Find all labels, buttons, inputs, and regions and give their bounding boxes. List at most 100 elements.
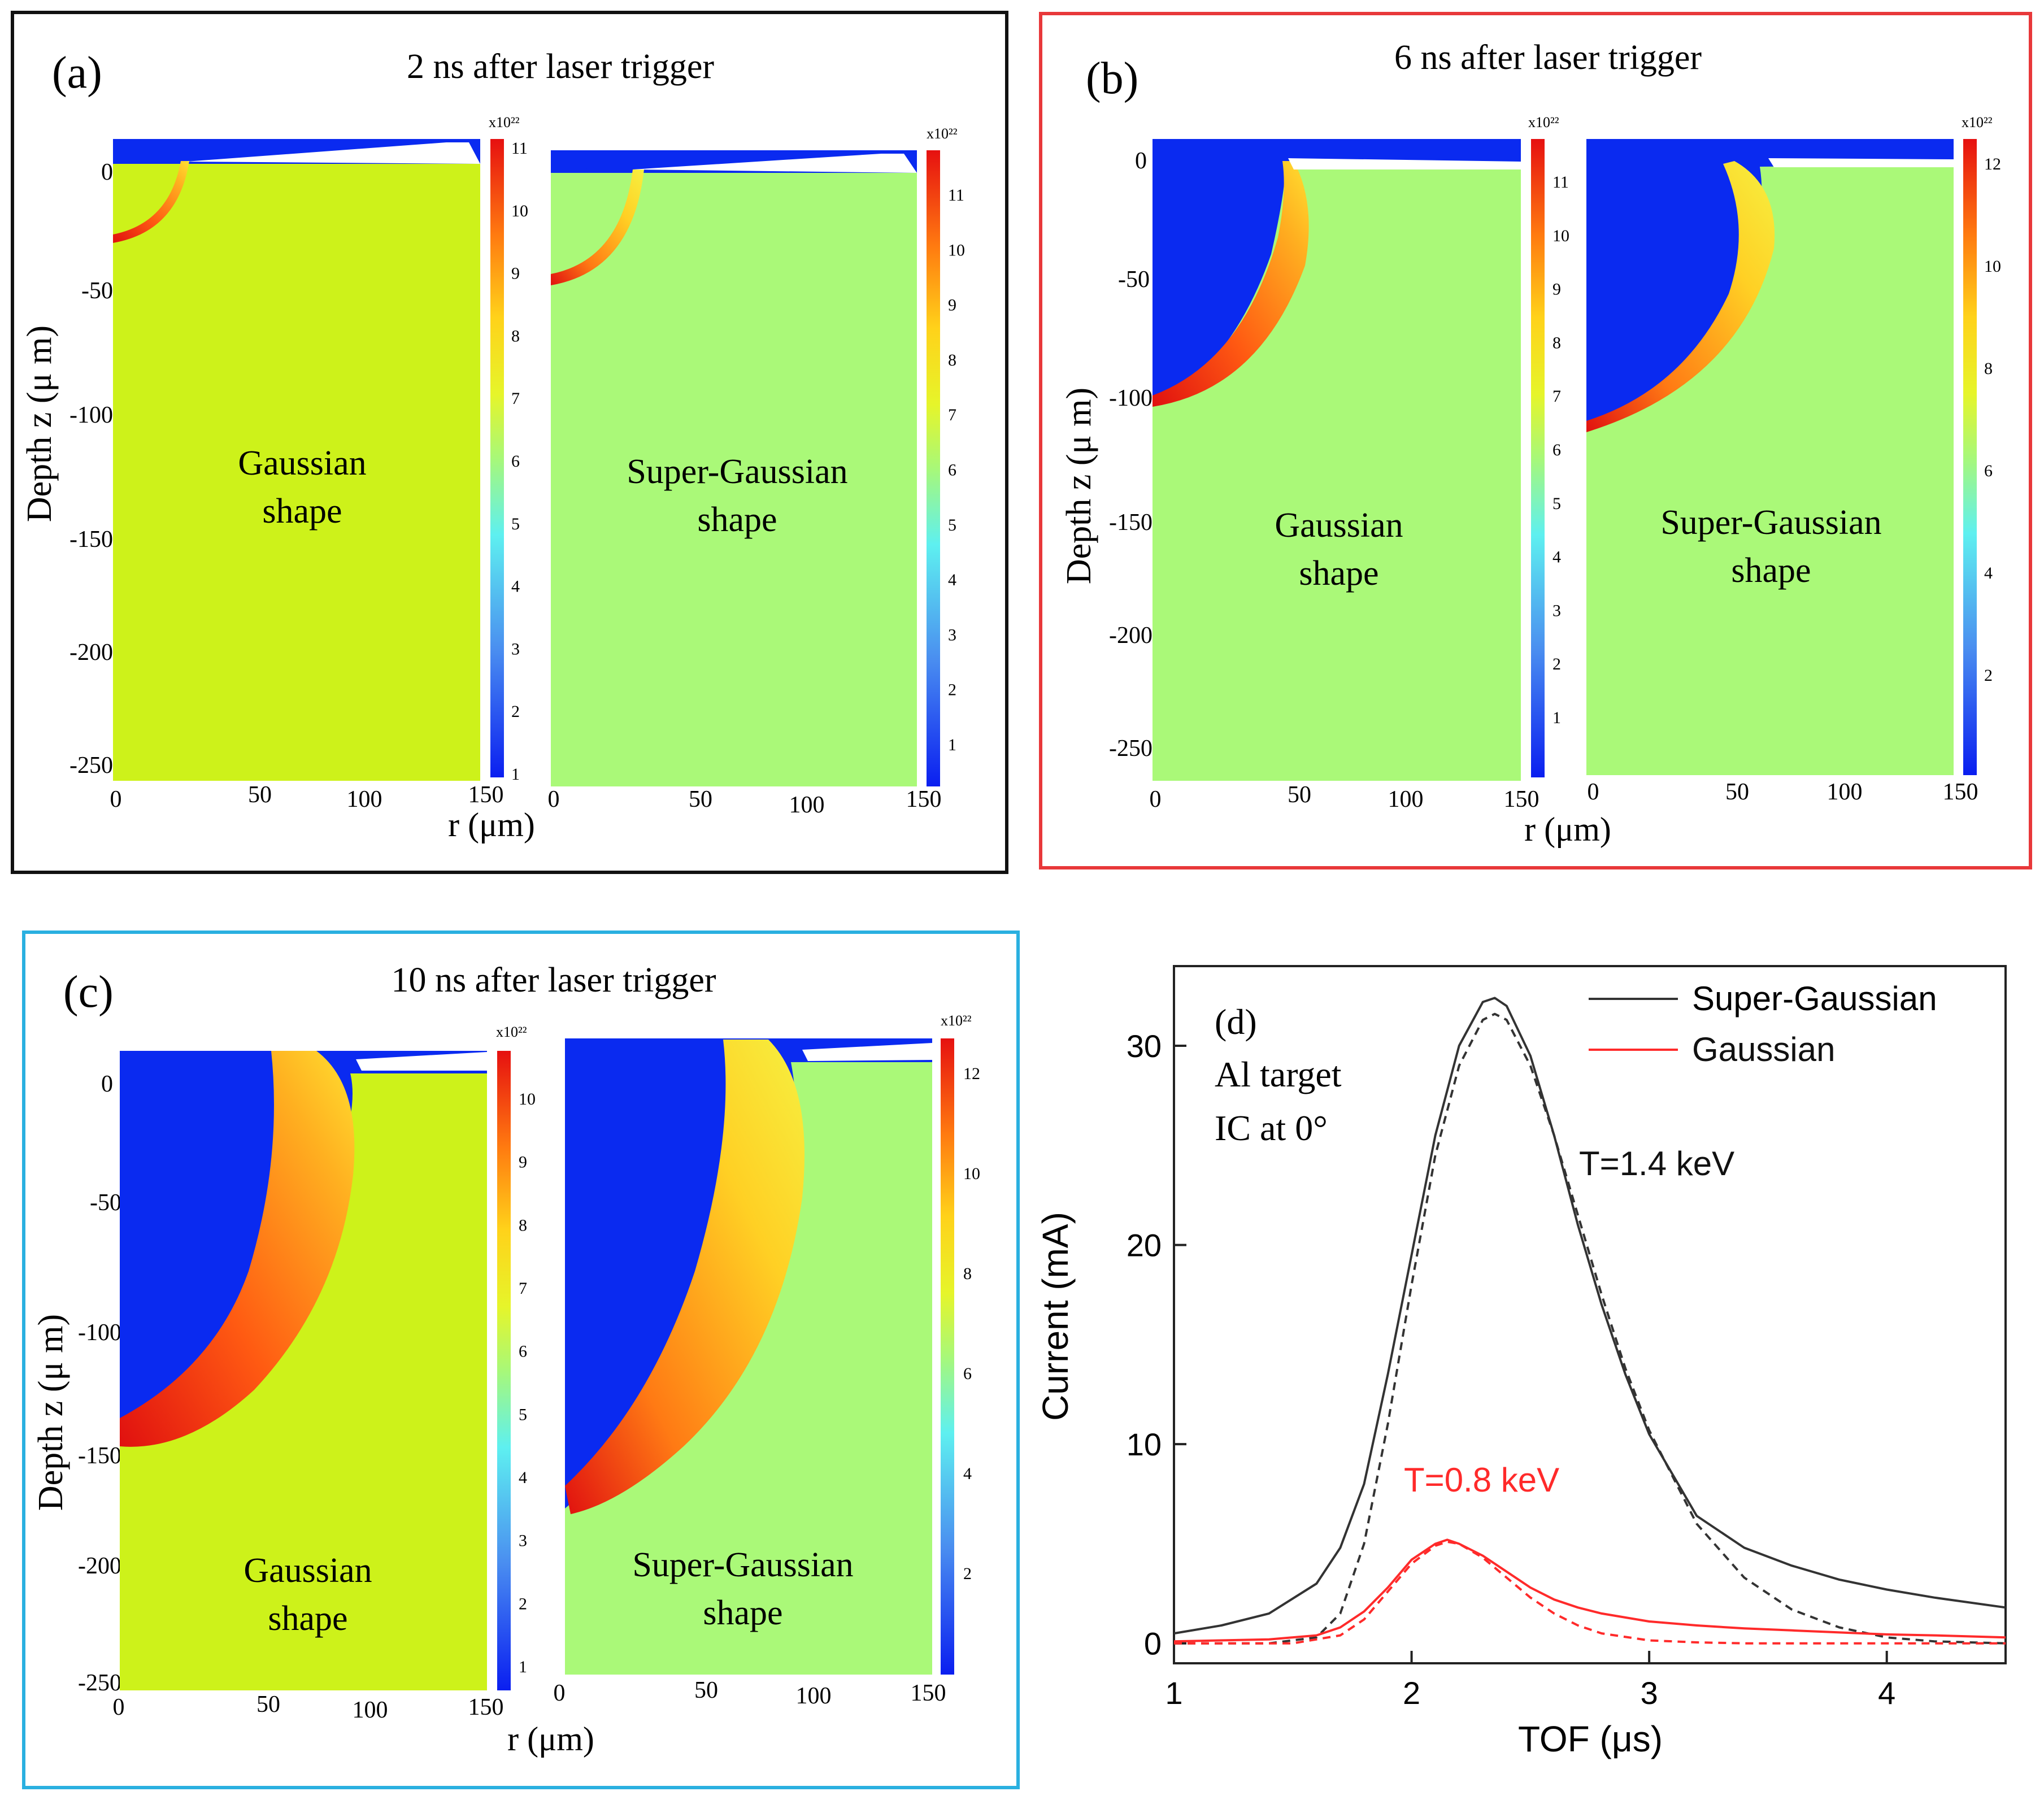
colorbar-tick-label: 8	[1552, 333, 1561, 352]
y-axis-label: Current (mA)	[1035, 1212, 1076, 1421]
y-tick: -100	[1109, 385, 1153, 411]
colorbar-tick-label: 5	[948, 516, 956, 534]
colorbar-tick-label: 4	[519, 1468, 527, 1487]
colorbar-ticks: 10 9 8 7 6 5 4 3 2 1	[519, 1090, 536, 1676]
panel-c-label: (c)	[63, 967, 114, 1017]
colorbar-tick-label: 6	[1984, 462, 1993, 480]
x-tick: 150	[1943, 779, 1978, 805]
super-gaussian-target-region	[551, 173, 917, 786]
axis-ticks: 1 2 3 4 0 10 20 30	[1127, 1028, 1896, 1711]
colorbar-tick-label: 7	[511, 389, 520, 408]
annotation: IC at 0°	[1215, 1108, 1328, 1148]
x-tick: 50	[1725, 779, 1749, 805]
panel-a-label: (a)	[52, 48, 102, 98]
gaussian-target-region	[113, 164, 480, 781]
colorbar-tick-label: 7	[1552, 387, 1561, 406]
target-surface-gap	[356, 1052, 487, 1071]
colorbar-tick-label: 8	[511, 327, 520, 345]
colorbar-tick-label: 2	[1984, 666, 1993, 685]
colorbar-tick-label: 4	[948, 571, 956, 589]
colorbar-tick-label: 2	[519, 1594, 527, 1613]
colorbar-tick-label: 7	[948, 406, 956, 424]
colorbar-tick-label: 11	[948, 186, 964, 205]
x-tick: 50	[1288, 782, 1311, 808]
panel-c-border	[22, 931, 1020, 1789]
plasma-front	[113, 161, 189, 243]
plasma-front	[551, 169, 644, 285]
super-gaussian-shape-label: Super-Gaussian	[1660, 503, 1881, 542]
series-line-super-gaussian	[1173, 997, 2006, 1635]
super-gaussian-target-region	[565, 1062, 932, 1675]
y-tick: -50	[81, 278, 113, 304]
gaussian-shape-label: shape	[1299, 554, 1378, 593]
x-tick: 0	[554, 1680, 566, 1706]
x-tick: 0	[1588, 779, 1599, 805]
gaussian-shape-label: Gaussian	[1275, 506, 1403, 545]
annotation: Al target	[1215, 1054, 1342, 1094]
colorbar-tick-label: 12	[1984, 155, 2001, 173]
colorbar-exponent: x10²²	[1962, 114, 1993, 131]
panel-b: (b) 6 ns after laser trigger Depth z (μ …	[1060, 38, 2001, 848]
x-tick: 0	[1150, 786, 1162, 812]
plot-frame	[1173, 965, 2007, 1664]
y-tick: -250	[78, 1670, 121, 1696]
x-tick: 50	[689, 786, 712, 812]
colorbar	[941, 1038, 954, 1675]
colorbar-tick-label: 2	[1552, 655, 1561, 673]
series-line-super-gaussian-fit	[1174, 1012, 2006, 1645]
plasma-front	[565, 1040, 804, 1514]
x-tick-label: 3	[1641, 1675, 1658, 1711]
colorbar-tick-label: 4	[963, 1464, 972, 1483]
super-gaussian-target-region	[1586, 165, 1954, 775]
plasma-front	[1586, 161, 1775, 432]
y-tick: -200	[69, 640, 113, 666]
panel-d-label: (d)	[1215, 1002, 1257, 1042]
colorbar-tick-label: 3	[511, 640, 520, 658]
y-tick: -200	[1109, 623, 1153, 649]
colorbar-tick-label: 1	[948, 736, 956, 754]
colorbar-tick-label: 2	[511, 702, 520, 721]
panel-a-border	[11, 11, 1008, 874]
x-tick: 100	[789, 792, 825, 818]
colorbar-ticks: 11 10 9 8 7 6 5 4 3 2 1	[1552, 173, 1569, 727]
super-gaussian-shape-label: Super-Gaussian	[627, 453, 847, 491]
x-tick: 100	[1827, 779, 1863, 805]
colorbar-tick-label: 6	[1552, 441, 1561, 459]
colorbar-exponent: x10²²	[927, 125, 958, 142]
colorbar-tick-label: 5	[519, 1405, 527, 1424]
colorbar-tick-label: 12	[963, 1064, 980, 1083]
panel-a-ylabel: Depth z (μ m)	[20, 325, 59, 522]
colorbar-tick-label: 5	[511, 515, 520, 533]
super-gaussian-shape-label: shape	[703, 1594, 782, 1632]
panel-b-border	[1039, 12, 2032, 869]
legend-label-gaussian: Gaussian	[1692, 1031, 1835, 1068]
target-surface-gap	[186, 142, 480, 164]
colorbar-tick-label: 11	[511, 139, 528, 158]
colorbar-exponent: x10²²	[496, 1024, 527, 1040]
colorbar-ticks: 11 10 9 8 7 6 5 4 3 2 1	[948, 186, 965, 754]
colorbar-tick-label: 8	[948, 351, 956, 369]
legend-label-super-gaussian: Super-Gaussian	[1692, 980, 1937, 1018]
colorbar-tick-label: 8	[519, 1216, 527, 1234]
panel-c-ylabel: Depth z (μ m)	[32, 1314, 70, 1511]
colorbar	[497, 1051, 511, 1690]
colorbar-tick-label: 8	[963, 1264, 972, 1283]
panel-a-title: 2 ns after laser trigger	[407, 47, 714, 86]
x-tick: 50	[248, 782, 272, 808]
colorbar	[1963, 139, 1977, 775]
panel-b-label: (b)	[1086, 54, 1138, 103]
colorbar-tick-label: 8	[1984, 359, 1993, 378]
panel-d: 1 2 3 4 0 10 20 30 (d) Al target IC at 0° Super…	[1035, 965, 2007, 1759]
x-tick: 150	[468, 1694, 504, 1720]
colorbar-tick-label: 1	[1552, 708, 1561, 727]
colorbar-tick-label: 1	[511, 765, 520, 784]
gaussian-target-region	[120, 1073, 487, 1690]
colorbar-tick-label: 10	[1984, 257, 2001, 276]
x-tick: 50	[694, 1677, 718, 1703]
target-surface-gap	[1288, 158, 1521, 169]
colorbar-ticks: 11 10 9 8 7 6 5 4 3 2 1	[511, 139, 528, 784]
colorbar-tick-label: 10	[963, 1164, 980, 1183]
panel-c: (c) 10 ns after laser trigger Depth z (μ…	[32, 961, 980, 1758]
colorbar-ticks: 12 10 8 6 4 2	[963, 1064, 980, 1583]
